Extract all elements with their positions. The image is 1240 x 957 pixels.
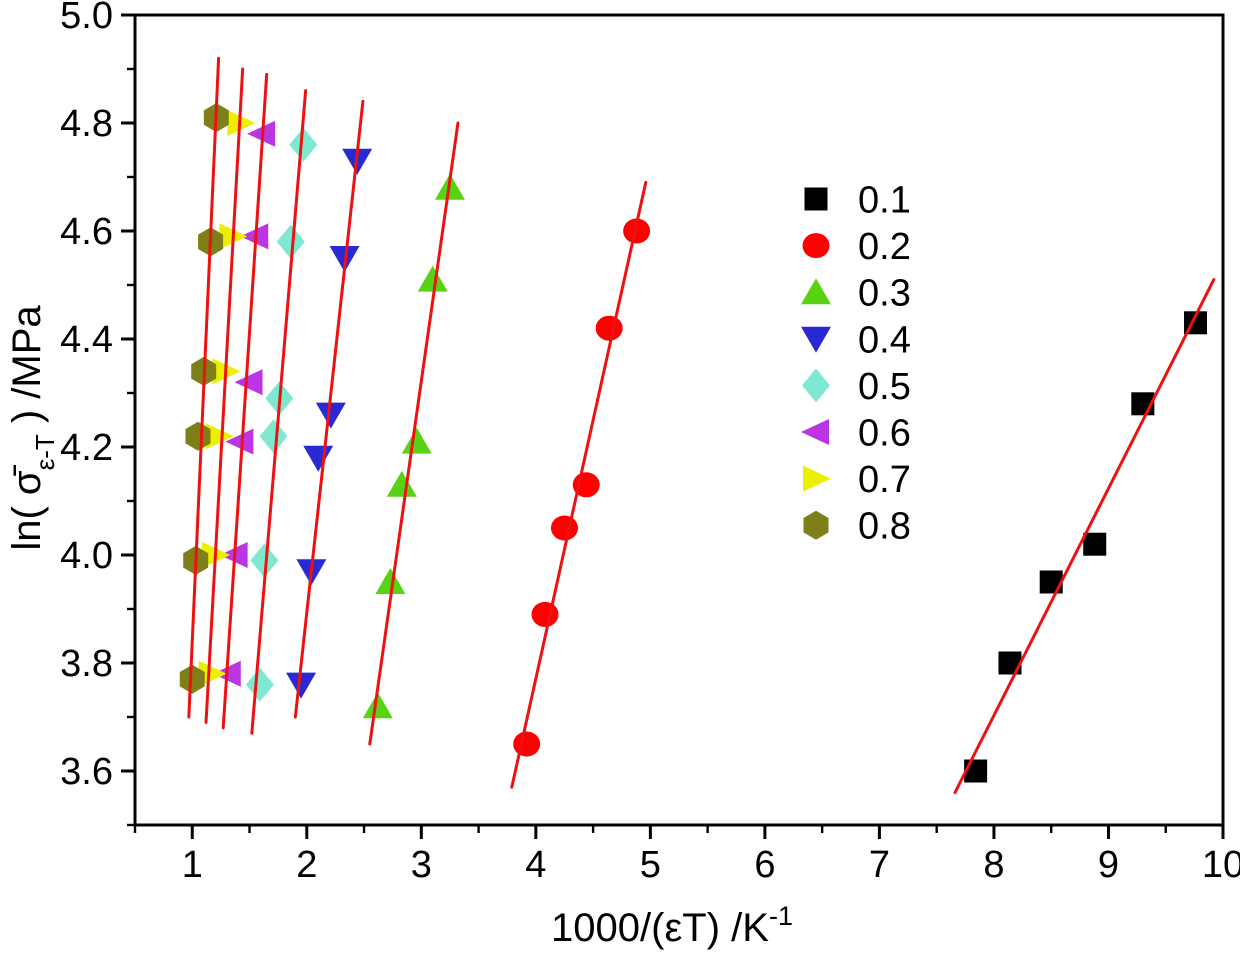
x-tick-label: 1	[182, 844, 203, 886]
x-tick-label: 10	[1202, 844, 1240, 886]
x-tick-label: 5	[640, 844, 661, 886]
y-tick-label: 4.2	[60, 427, 113, 469]
legend-item-0.1: 0.1	[804, 180, 911, 222]
data-point-circle	[550, 515, 578, 541]
series-0.5-markers	[245, 127, 318, 702]
data-point-square	[804, 187, 828, 211]
x-axis-title-text: 1000/(εT) /K-1	[551, 901, 793, 950]
legend-item-0.4: 0.4	[801, 319, 911, 361]
data-point-diamond	[289, 127, 318, 162]
x-tick-label: 7	[869, 844, 890, 886]
data-point-diamond	[250, 543, 279, 578]
legend-item-0.8: 0.8	[803, 506, 911, 548]
fit-line-0.3	[368, 121, 460, 746]
fit-line-0.5	[250, 89, 308, 735]
data-point-triangle-up	[362, 692, 393, 719]
x-tick-label: 9	[1098, 844, 1119, 886]
legend-item-0.5: 0.5	[802, 366, 911, 408]
data-point-triangle-right	[205, 423, 234, 450]
data-point-triangle-up	[401, 427, 432, 454]
x-tick-labels: 1 2 3 4 5 6 7 8 9 10	[182, 844, 1240, 886]
legend-item-0.2: 0.2	[802, 226, 911, 268]
fit-line-0.8	[187, 56, 221, 719]
legend-label: 0.5	[858, 366, 911, 408]
legend-item-0.6: 0.6	[801, 413, 911, 455]
y-tick-label: 4.6	[60, 211, 113, 253]
data-point-triangle-up	[375, 568, 406, 594]
data-point-circle	[531, 601, 559, 627]
data-point-hexagon	[803, 510, 829, 540]
legend-label: 0.6	[858, 413, 911, 455]
data-point-square	[998, 651, 1022, 675]
fit-line-0.4	[293, 99, 365, 719]
data-point-triangle-up	[801, 278, 831, 305]
legend-label: 0.2	[858, 226, 911, 268]
series-0.8-markers	[179, 103, 229, 694]
y-axis-title-text: ln( σ̄ε-T ) /MPa	[5, 305, 60, 551]
fit-lines	[187, 56, 1216, 795]
y-tick-label: 3.6	[60, 751, 113, 793]
data-point-circle	[513, 731, 541, 757]
y-tick-label: 4.0	[60, 535, 113, 577]
data-point-circle	[802, 233, 830, 259]
data-point-triangle-down	[286, 672, 317, 699]
fit-line-0.6	[221, 72, 269, 730]
fit-line-0.7	[204, 67, 245, 724]
data-point-hexagon	[179, 664, 205, 694]
legend-label: 0.4	[858, 319, 911, 361]
y-tick-labels: 3.6 3.8 4.0 4.2 4.4 4.6 4.8 5.0	[60, 0, 113, 793]
data-point-diamond	[276, 224, 305, 259]
legend-item-0.3: 0.3	[801, 273, 911, 315]
data-point-circle	[595, 315, 623, 341]
legend-label: 0.7	[858, 459, 911, 501]
y-tick-label: 4.8	[60, 103, 113, 145]
data-point-triangle-right	[803, 465, 831, 492]
data-point-triangle-left	[225, 428, 254, 455]
x-tick-label: 6	[754, 844, 775, 886]
y-tick-label: 5.0	[60, 0, 113, 37]
y-ticks	[121, 13, 135, 827]
data-point-square	[1039, 570, 1063, 594]
x-tick-label: 4	[525, 844, 546, 886]
x-tick-label: 3	[411, 844, 432, 886]
data-point-diamond	[259, 419, 288, 454]
y-tick-label: 3.8	[60, 643, 113, 685]
data-point-triangle-down	[801, 326, 831, 353]
data-point-triangle-left	[801, 419, 829, 445]
data-point-triangle-up	[417, 265, 448, 292]
data-point-triangle-left	[234, 369, 263, 396]
legend-label: 0.8	[858, 506, 911, 548]
y-axis-title: ln( σ̄ε-T ) /MPa	[5, 305, 60, 551]
fit-line-0.2	[510, 180, 648, 789]
fit-line-0.1	[953, 278, 1216, 795]
legend-label: 0.3	[858, 273, 911, 315]
data-point-triangle-down	[315, 402, 346, 429]
x-tick-label: 2	[296, 844, 317, 886]
x-tick-label: 8	[983, 844, 1004, 886]
y-tick-label: 4.4	[60, 319, 113, 361]
data-point-triangle-left	[247, 120, 276, 147]
legend-label: 0.1	[858, 180, 911, 222]
data-point-triangle-right	[227, 110, 256, 136]
legend-item-0.7: 0.7	[803, 459, 911, 501]
data-point-triangle-left	[240, 223, 269, 250]
data-point-diamond	[802, 368, 830, 403]
data-point-diamond	[245, 667, 274, 702]
x-axis-title: 1000/(εT) /K-1	[551, 901, 793, 950]
data-point-hexagon	[185, 421, 211, 451]
data-point-circle	[623, 218, 651, 244]
data-point-triangle-up	[386, 470, 417, 497]
data-point-square	[1083, 532, 1107, 556]
data-point-triangle-right	[198, 660, 227, 687]
x-ticks	[133, 825, 1225, 839]
series-0.2-markers	[513, 218, 651, 757]
plot-frame	[133, 13, 1225, 827]
legend: 0.10.2 0.30.4 0.5 0.60.7 0.8	[801, 180, 911, 548]
